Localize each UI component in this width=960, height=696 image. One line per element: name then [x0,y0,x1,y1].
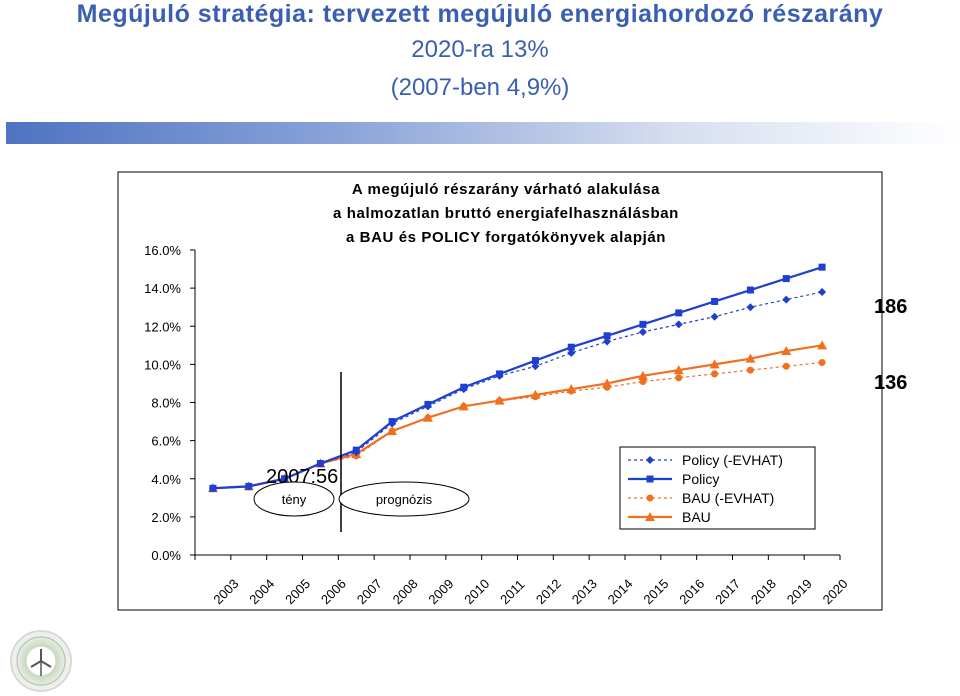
page-title-line1: Megújuló stratégia: tervezett megújuló e… [76,0,884,28]
data-point-square [782,275,790,283]
page-title-line3: (2007-ben 4,9%) [390,74,570,101]
y-tick-label: 10.0% [144,357,181,372]
forecast-label-bubble [338,481,470,517]
data-point-square [675,309,683,317]
y-tick-label: 16.0% [144,243,181,258]
data-point-square [316,460,324,467]
header-gradient-band [6,122,960,144]
data-point-square [209,484,217,492]
data-point-triangle [645,512,655,521]
data-point-diamond [531,362,540,371]
chart-title-line2: a halmozatlan bruttó energiafelhasználás… [333,205,679,222]
data-point-diamond [603,337,612,346]
actual-label: tény [282,492,307,507]
right-value-lower: 136 [874,372,907,394]
data-point-triangle [530,389,541,399]
legend-label: Policy [682,471,719,487]
data-point-square [424,400,432,408]
data-point-triangle [817,340,828,350]
data-point-triangle [566,384,577,394]
chart-title-line1: A megújuló részarány várható alakulása [352,181,660,198]
data-point-circle [782,362,790,370]
data-point-triangle [637,370,648,380]
data-point-triangle [673,365,684,375]
data-point-diamond [674,320,683,329]
data-point-square [746,286,754,294]
data-point-square [567,343,575,351]
data-point-square [711,297,719,305]
forecast-label: prognózis [376,492,433,507]
y-tick-label: 4.0% [151,472,181,487]
data-point-triangle [781,346,792,356]
data-point-square [352,446,360,454]
data-point-square [245,482,253,490]
data-point-diamond [818,287,827,296]
chart-frame [117,171,883,611]
y-tick-label: 14.0% [144,281,181,296]
series-line [212,266,823,490]
y-tick-label: 12.0% [144,319,181,334]
data-point-square [496,370,504,378]
data-point-circle [675,374,683,382]
data-point-diamond [638,327,647,336]
legend: Policy (-EVHAT) Policy BAU (-EVHAT) BAU [628,452,783,525]
data-point-diamond [646,456,654,464]
data-point-triangle [745,353,756,363]
data-point-circle [646,494,654,502]
data-point-diamond [567,348,576,357]
data-point-diamond [710,312,719,321]
series-policy [209,263,826,492]
data-point-triangle [709,359,720,369]
data-point-square [281,475,289,483]
data-point-circle [818,358,826,366]
data-point-triangle [602,378,613,388]
actual-label-bubble [253,481,335,517]
right-value-upper: 186 [874,296,907,318]
data-point-diamond [782,295,791,304]
y-tick-label: 0.0% [151,548,181,563]
legend-label: BAU (-EVHAT) [682,490,774,506]
legend-label: BAU [682,509,711,525]
data-point-square [531,357,539,365]
data-point-square [818,263,826,271]
wind-turbine-seal-icon [10,630,72,692]
data-point-square [646,475,654,483]
data-point-triangle [387,426,398,436]
data-point-triangle [494,395,505,405]
y-tick-label: 2.0% [151,510,181,525]
data-point-diamond [746,303,755,312]
legend-label: Policy (-EVHAT) [682,452,783,468]
data-point-circle [711,370,719,378]
data-point-square [388,418,396,426]
y-tick-label: 6.0% [151,434,181,449]
data-point-square [603,332,611,340]
data-point-triangle [422,412,433,422]
data-point-circle [746,366,754,374]
chart-series [207,263,828,493]
y-tick-label: 8.0% [151,396,181,411]
page-title-line2: 2020-ra 13% [411,36,549,63]
data-point-square [639,320,647,328]
data-point-square [460,383,468,391]
chart-title-line3: a BAU és POLICY forgatókönyvek alapján [346,229,666,246]
data-point-triangle [458,401,469,411]
